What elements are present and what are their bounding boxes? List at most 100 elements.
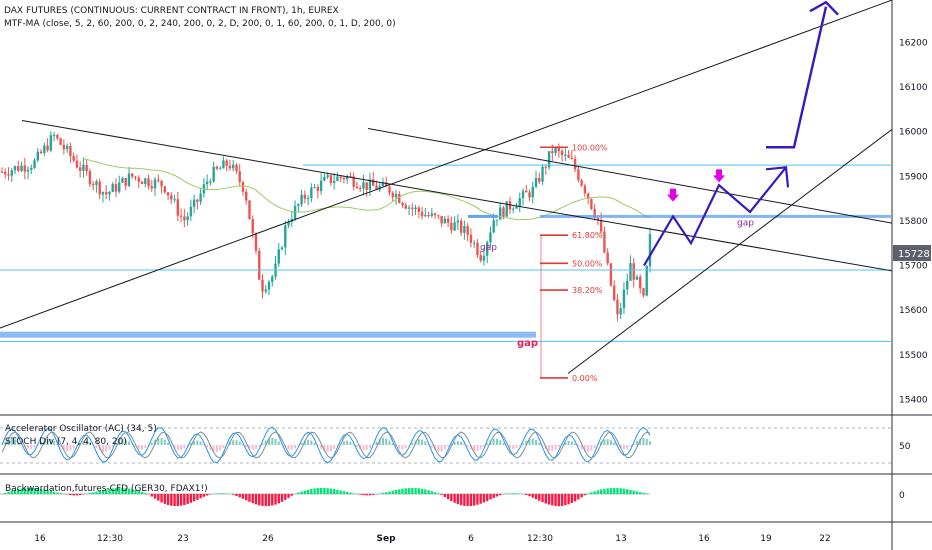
candle-body <box>62 144 66 150</box>
ac-bar <box>639 438 642 445</box>
ac-bar <box>88 442 91 445</box>
ac-bar <box>144 445 147 449</box>
price-tick-label: 15700 <box>899 262 928 272</box>
ac-bar <box>649 441 651 445</box>
candle-body <box>209 181 212 183</box>
bw-bar <box>515 493 518 494</box>
bw-bar <box>619 488 622 494</box>
ac-bar <box>297 445 300 446</box>
bw-bar <box>512 493 515 494</box>
bw-bar <box>642 492 645 494</box>
time-tick-label: 12:30 <box>527 534 553 544</box>
trend-line <box>21 119 893 272</box>
bw-bar <box>10 490 13 494</box>
ac-bar <box>329 445 332 452</box>
bw-bar <box>606 488 609 494</box>
candle-body <box>430 213 434 216</box>
candle-body <box>10 170 13 176</box>
bw-bar <box>645 493 648 494</box>
bw-bar <box>554 494 557 506</box>
trend-line <box>567 129 893 374</box>
candle-body <box>407 207 411 209</box>
candle-body <box>518 198 521 207</box>
ac-bar <box>645 438 648 445</box>
arrow-down-marker <box>667 188 679 202</box>
projection-path[interactable] <box>643 0 839 267</box>
candle-body <box>469 234 473 243</box>
bw-bar <box>450 494 453 502</box>
candle-body <box>215 166 219 169</box>
bw-bar <box>544 494 547 504</box>
candle-body <box>342 177 346 180</box>
ac-bar <box>613 442 616 445</box>
ac-bar <box>85 441 88 445</box>
bw-bar <box>264 494 267 507</box>
ac-bar <box>629 445 632 447</box>
bw-bar <box>303 490 307 494</box>
ac-bar <box>108 445 111 450</box>
candle-body <box>362 182 365 189</box>
ac-bar <box>261 443 264 445</box>
gap-label-bottom: gap <box>517 338 538 349</box>
candle-body <box>424 214 427 217</box>
candle-body <box>261 279 264 292</box>
fib-level-label: 100.00% <box>572 143 608 152</box>
ac-bar <box>391 443 394 445</box>
bw-bar <box>7 491 10 494</box>
ac-bar <box>27 445 30 449</box>
ac-bar <box>606 439 609 445</box>
fib-level-label: 61.80% <box>572 231 603 240</box>
candle-body <box>306 198 310 200</box>
bw-bar <box>437 493 440 494</box>
candle-body <box>173 199 176 201</box>
ac-bar <box>609 440 612 445</box>
bw-bar <box>394 489 398 494</box>
bw-bar <box>407 488 411 494</box>
fibonacci-retracement[interactable]: 100.00% 61.80% 50.00% 38.20% 0.00% <box>540 143 608 383</box>
ac-bar <box>271 437 274 445</box>
candle-body <box>326 175 329 177</box>
bw-bar <box>420 488 424 494</box>
candle-body <box>456 220 460 223</box>
bw-bar <box>345 491 349 494</box>
bw-bar <box>23 488 26 494</box>
trend-line <box>0 0 893 329</box>
bw-bar <box>105 489 108 494</box>
candle-body <box>300 194 303 205</box>
candle-body <box>583 185 587 194</box>
candle-body <box>368 179 372 190</box>
time-tick-label: 13 <box>615 534 626 544</box>
ac-bar <box>365 445 368 450</box>
bw-bar <box>362 494 365 496</box>
ac-bar <box>515 445 518 449</box>
projection-arrowhead <box>765 166 790 188</box>
ac-bar <box>456 440 459 445</box>
last-price-badge <box>893 245 931 262</box>
ac-bar <box>570 441 573 445</box>
projection-rally <box>766 6 828 149</box>
ac-bar <box>424 441 427 445</box>
ac-bar <box>56 444 59 445</box>
candle-body <box>626 280 629 290</box>
bw-bar <box>339 490 342 494</box>
candle-body <box>118 182 121 192</box>
bw-bar <box>593 491 596 494</box>
candle-body <box>134 176 137 178</box>
candle-body <box>65 146 69 150</box>
candle-body <box>105 192 108 195</box>
ac-bar <box>427 444 430 445</box>
ac-bar <box>75 445 78 446</box>
candle-body <box>593 208 596 218</box>
bw-bar <box>411 487 414 494</box>
candle-body <box>183 216 186 221</box>
candle-body <box>186 216 189 221</box>
candle-body <box>153 179 157 189</box>
price-axis[interactable]: 16200 16100 16000 15900 15800 15700 15600 15500… <box>34 38 931 544</box>
bw-bar <box>271 494 274 506</box>
ac-bar <box>342 441 345 445</box>
drawing-layer[interactable]: gap gap gap <box>0 0 893 374</box>
bw-bar <box>20 488 23 494</box>
fib-level-label: 50.00% <box>572 259 603 268</box>
bw-bar <box>59 493 62 494</box>
